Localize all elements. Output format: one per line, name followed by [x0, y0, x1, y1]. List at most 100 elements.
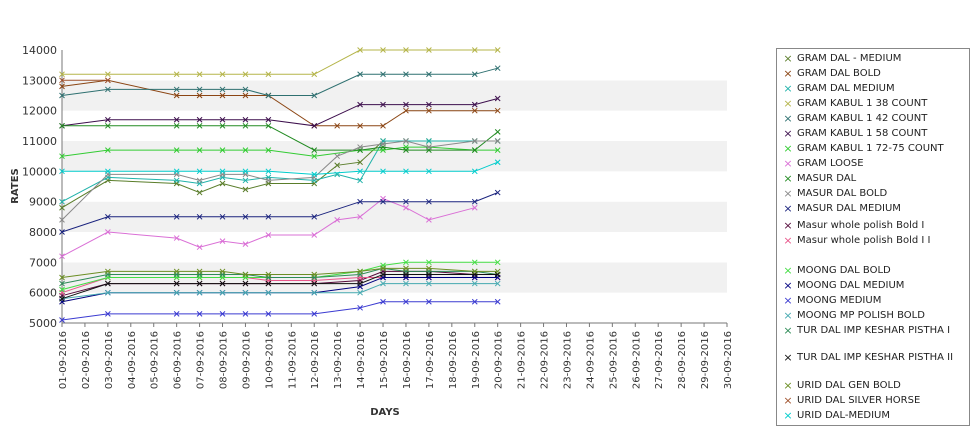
x-tick-label: 05-09-2016 [150, 331, 161, 389]
legend-label: TUR DAL IMP KESHAR PISTHA II [797, 352, 954, 363]
grid-band [62, 171, 727, 202]
data-point [242, 289, 249, 296]
data-point [105, 280, 111, 287]
legend-label: MASUR DAL MEDIUM [797, 203, 901, 214]
x-tick-label: 16-09-2016 [402, 331, 413, 389]
data-point [426, 168, 432, 175]
legend-label: MOONG MEDIUM [797, 295, 882, 306]
data-point [219, 280, 226, 287]
data-point [59, 168, 65, 175]
data-point [334, 153, 341, 160]
data-point [471, 198, 478, 205]
data-point [242, 213, 249, 220]
legend-label: URID DAL GEN BOLD [797, 380, 901, 391]
data-point [380, 280, 386, 287]
data-point [471, 138, 478, 144]
data-point [59, 274, 65, 281]
data-point [426, 138, 432, 144]
data-point [265, 122, 272, 129]
legend-label: GRAM DAL - MEDIUM [797, 53, 902, 64]
legend-item: × MASUR DAL MEDIUM [779, 203, 969, 214]
y-axis-label: RATES [10, 168, 21, 204]
x-tick-label: 15-09-2016 [379, 331, 390, 389]
data-point [471, 268, 478, 275]
data-point [59, 198, 65, 205]
series-line [61, 192, 498, 233]
legend-marker-icon: × [783, 409, 793, 422]
data-point [403, 168, 409, 175]
legend-marker-icon: × [783, 127, 793, 140]
data-point [105, 147, 111, 153]
data-point [357, 47, 363, 53]
data-point [219, 311, 226, 317]
data-point [173, 92, 180, 99]
data-point [494, 107, 501, 114]
data-point [196, 92, 203, 99]
series-19 [59, 265, 501, 281]
legend-item: × GRAM LOOSE [779, 158, 969, 169]
data-point [311, 213, 318, 220]
data-point [426, 47, 432, 53]
legend-label: MOONG DAL BOLD [797, 265, 891, 276]
data-point [494, 129, 501, 135]
data-point [105, 229, 111, 235]
x-tick-label: 02-09-2016 [81, 331, 92, 389]
data-point [219, 180, 226, 187]
data-point [471, 71, 478, 78]
series-line [61, 267, 498, 278]
data-point [471, 147, 478, 153]
data-point [380, 122, 386, 129]
x-tick-label: 22-09-2016 [540, 331, 551, 389]
data-point [219, 238, 226, 244]
data-point [403, 138, 409, 144]
data-point [59, 286, 65, 293]
x-tick-label: 01-09-2016 [58, 331, 69, 389]
data-point [334, 162, 341, 169]
data-point [265, 232, 272, 238]
y-tick-label: 9000 [29, 196, 57, 209]
data-point [173, 289, 180, 296]
x-tick-label: 14-09-2016 [356, 331, 367, 389]
data-point [357, 122, 363, 129]
y-tick-label: 13000 [22, 74, 57, 87]
data-point [494, 95, 501, 102]
series-line [61, 67, 498, 96]
x-axis-ticks: 01-09-2016 02-09-2016 03-09-2016 04-09-2016… [58, 323, 734, 389]
series-line [61, 146, 498, 157]
data-point [105, 116, 111, 123]
data-point [265, 213, 272, 220]
data-point [403, 71, 409, 78]
data-point [426, 265, 432, 272]
data-point [380, 298, 386, 305]
legend-item: × GRAM DAL MEDIUM [779, 83, 969, 94]
x-tick-label: 28-09-2016 [677, 331, 688, 389]
legend-item: × MOONG DAL BOLD [779, 265, 969, 276]
series-line [61, 274, 498, 300]
x-tick-label: 21-09-2016 [517, 331, 528, 389]
data-point [242, 116, 249, 123]
data-point [311, 289, 318, 296]
data-point [494, 138, 501, 144]
data-point [494, 47, 501, 53]
y-tick-label: 8000 [29, 226, 57, 239]
data-point [380, 47, 386, 53]
data-point [311, 122, 318, 129]
data-point [173, 122, 180, 129]
data-point [403, 147, 409, 153]
data-point [380, 168, 386, 175]
data-point [173, 213, 180, 220]
data-point [471, 47, 478, 53]
legend-item: × GRAM DAL - MEDIUM [779, 53, 969, 64]
legend-marker-icon: × [783, 172, 793, 185]
data-point [265, 168, 272, 175]
x-tick-label: 12-09-2016 [310, 331, 321, 389]
y-tick-label: 11000 [22, 135, 57, 148]
data-point [471, 280, 478, 287]
grid-band [62, 50, 727, 81]
data-point [173, 311, 180, 317]
data-point [403, 47, 409, 53]
x-tick-label: 23-09-2016 [562, 331, 573, 389]
x-tick-label: 10-09-2016 [264, 331, 275, 389]
legend-label: GRAM KABUL 1 42 COUNT [797, 113, 928, 124]
line-chart: 5000 6000 7000 8000 9000 10000 11000 12000 13000… [10, 44, 734, 418]
